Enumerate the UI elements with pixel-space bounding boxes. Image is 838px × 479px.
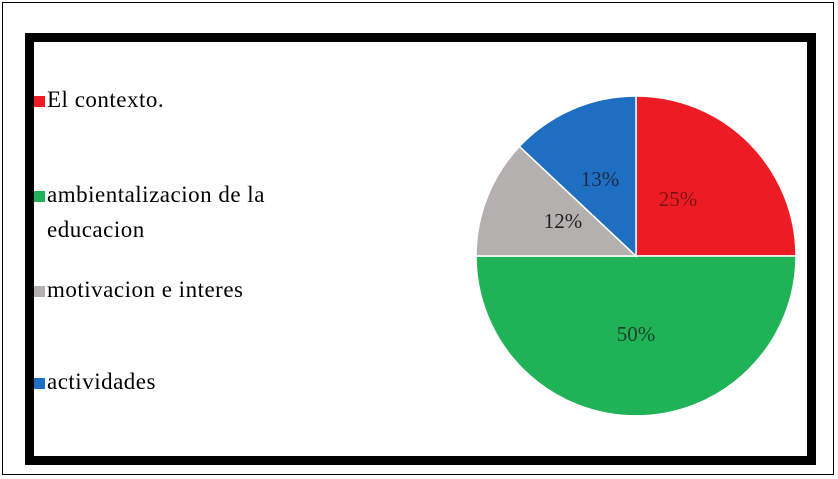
legend-item-motivacion: motivacion e interes xyxy=(34,277,244,307)
legend-label-ambientalizacion: ambientalizacion de la educacion xyxy=(47,177,265,247)
legend-swatch-ambientalizacion xyxy=(34,191,45,202)
pie-slice-motivacion xyxy=(475,145,638,257)
legend-label-ambientalizacion-line-2: educacion xyxy=(47,217,145,242)
data-label-actividades: 13% xyxy=(581,167,620,191)
legend-label-motivacion: motivacion e interes xyxy=(47,277,244,302)
data-label-el-contexto: 25% xyxy=(659,187,698,211)
data-label-ambientalizacion: 50% xyxy=(617,322,656,346)
legend-item-actividades: actividades xyxy=(34,369,156,399)
legend-label-el-contexto: El contexto. xyxy=(47,87,165,112)
legend-label-actividades: actividades xyxy=(47,369,156,394)
legend-item-el-contexto: El contexto. xyxy=(34,87,164,117)
legend-item-ambientalizacion: ambientalizacion de la educacion xyxy=(34,182,265,247)
pie-slice-actividades xyxy=(518,95,637,258)
legend-swatch-actividades xyxy=(34,378,45,389)
pie-slice-ambientalizacion xyxy=(475,255,797,417)
legend-swatch-el-contexto xyxy=(34,96,45,107)
pie-slice-el-contexto xyxy=(635,95,797,257)
legend-swatch-motivacion xyxy=(34,286,45,297)
legend-label-ambientalizacion-line-1: ambientalizacion de la xyxy=(47,182,265,207)
data-label-motivacion: 12% xyxy=(544,209,583,233)
